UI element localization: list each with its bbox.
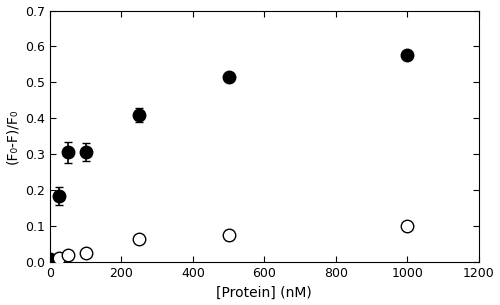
X-axis label: [Protein] (nM): [Protein] (nM) — [216, 285, 312, 300]
Y-axis label: (F₀-F)/F₀: (F₀-F)/F₀ — [6, 109, 20, 164]
